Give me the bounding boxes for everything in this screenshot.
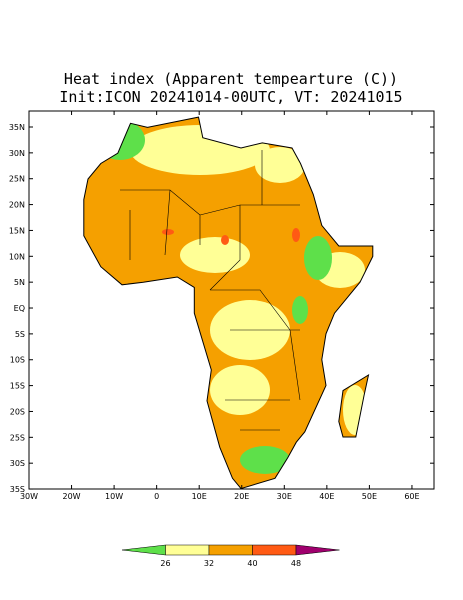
colorbar-segment	[208, 544, 253, 556]
coastline	[83, 116, 374, 490]
field-green	[304, 236, 332, 280]
lat-tick-label: 5N	[14, 278, 25, 287]
lon-tick-label: 40E	[319, 492, 334, 501]
field-yellow	[210, 365, 270, 415]
lat-tick-label: 30N	[9, 149, 25, 158]
colorbar-segment	[121, 544, 166, 556]
lat-tick-label: EQ	[14, 304, 25, 313]
axis-ticks: 35N 30N 25N 20N 15N 10N 5N EQ 5S 10S 15S 20S 25S 30S 3…	[9, 111, 434, 501]
lat-tick-label: 10S	[10, 356, 25, 365]
field-red	[221, 235, 229, 245]
lat-tick-label: 5S	[15, 330, 25, 339]
field-yellow	[255, 147, 305, 183]
lon-tick-label: 20E	[234, 492, 249, 501]
lat-tick-label: 25S	[10, 433, 25, 442]
field-red	[162, 229, 174, 235]
colorbar-segment	[252, 544, 297, 556]
lat-tick-label: 15N	[9, 226, 25, 235]
lat-tick-label: 20N	[9, 201, 25, 210]
lon-tick-label: 30W	[20, 492, 38, 501]
lon-tick-label: 60E	[404, 492, 419, 501]
lat-tick-label: 15S	[10, 382, 25, 391]
lat-tick-label: 30S	[10, 459, 25, 468]
map-subtitle: Init:ICON 20241014-00UTC, VT: 20241015	[59, 88, 402, 106]
lon-tick-label: 30E	[277, 492, 292, 501]
lon-tick-label: 50E	[362, 492, 377, 501]
field-green	[240, 446, 290, 474]
lat-tick-label: 35S	[10, 485, 25, 494]
lon-tick-label: 0	[154, 492, 159, 501]
colorbar-label: 40	[247, 559, 257, 568]
colorbar-label: 48	[291, 559, 301, 568]
field-red	[292, 228, 300, 242]
colorbar-label: 26	[160, 559, 170, 568]
field-yellow	[180, 237, 250, 273]
madagascar-outline	[338, 373, 370, 438]
colorbar-label: 32	[204, 559, 214, 568]
lat-tick-label: 20S	[10, 407, 25, 416]
colorbar-segment	[165, 544, 210, 556]
lon-tick-label: 10E	[192, 492, 207, 501]
lon-tick-label: 10W	[105, 492, 123, 501]
lat-tick-label: 10N	[9, 252, 25, 261]
lat-tick-label: 35N	[9, 123, 25, 132]
map-title: Heat index (Apparent tempearture (C))	[64, 70, 398, 88]
africa-outline	[83, 116, 374, 490]
colorbar: 26 32 40 48	[121, 544, 340, 568]
lat-tick-label: 25N	[9, 175, 25, 184]
lon-tick-label: 20W	[63, 492, 81, 501]
borders	[120, 150, 301, 431]
field-green	[292, 296, 308, 324]
colorbar-segment	[295, 544, 340, 556]
